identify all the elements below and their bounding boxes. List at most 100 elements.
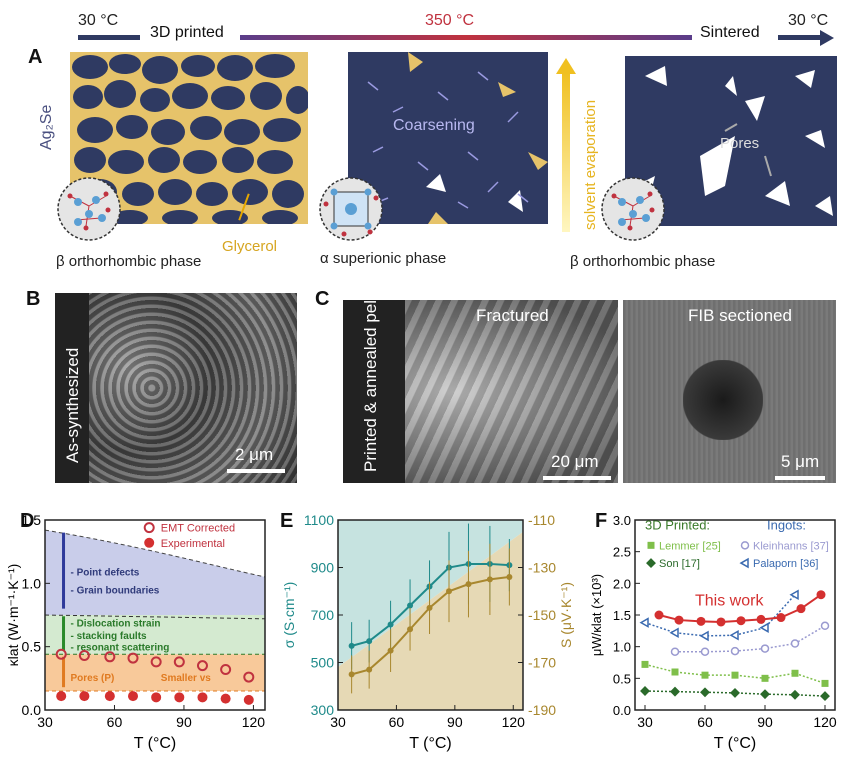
point-this-work: [716, 617, 726, 627]
as-synthesized-label: As-synthesized: [63, 347, 82, 463]
point-experimental: [56, 691, 67, 702]
point-lemmer: [647, 541, 655, 549]
cold-bar-left: [78, 35, 140, 40]
sem-fractured: Printed & annealed pellet Fractured 20 μ…: [343, 300, 618, 483]
panel-label-f: F: [595, 510, 608, 532]
alpha-crystal-icon: [319, 177, 383, 241]
point-sigma: [407, 602, 414, 609]
scale-label-c2: 5 μm: [781, 452, 820, 471]
y-tick-label-f: 2.0: [613, 576, 631, 591]
point-emt-corrected: [196, 660, 208, 672]
y-tick-label-d: 0.0: [22, 702, 42, 718]
point-kleinhanns: [700, 647, 710, 656]
point-kleinhanns: [760, 644, 770, 653]
sem-fib-sectioned: FIB sectioned 5 μm: [623, 300, 836, 483]
annotation-point-defects: - Point defects: [70, 568, 139, 579]
y-axis-label-f: μW/κlat (×10³): [589, 574, 604, 656]
solvent-evaporation-label: solvent evaporation: [582, 99, 599, 230]
scale-bar-c2: [775, 476, 825, 480]
y-tick-label-f: 3.0: [613, 513, 631, 528]
point-son: [790, 689, 800, 700]
point-seebeck: [446, 588, 452, 595]
point-emt-corrected: [220, 663, 232, 675]
hot-gradient-bar: [240, 35, 692, 40]
legend-marker-experimental: [144, 537, 155, 548]
point-experimental: [128, 691, 138, 702]
point-seebeck: [407, 626, 414, 633]
y-tick-label-f: 2.5: [613, 545, 631, 560]
point-kleinhanns: [820, 621, 830, 631]
x-tick-label-f: 30: [637, 714, 653, 730]
stage-3d-printed-label: 3D printed: [150, 24, 224, 41]
fib-pore: [683, 360, 763, 440]
legend-title-ingots: Ingots:: [767, 518, 806, 533]
annotation-grain-boundaries: - Grain boundaries: [70, 585, 159, 596]
seebeck-region: [338, 531, 523, 710]
point-experimental: [151, 692, 162, 703]
y2-tick-label-e: -130: [528, 560, 556, 576]
scale-bar-c1: [543, 476, 611, 480]
legend-label-son: Son [17]: [659, 558, 700, 570]
y2-tick-label-e: -190: [528, 702, 556, 718]
stage-sintered-label: Sintered: [700, 24, 760, 41]
point-lemmer: [761, 674, 769, 682]
particle-texture: [55, 293, 297, 483]
panel-label-d: D: [20, 510, 35, 532]
y2-tick-label-e: -110: [528, 512, 555, 528]
point-lemmer: [701, 671, 709, 679]
point-palaporn: [729, 629, 739, 641]
y-tick-label-d: 0.5: [22, 639, 42, 655]
point-lemmer: [671, 668, 679, 676]
legend-label-lemmer: Lemmer [25]: [659, 540, 721, 552]
y-tick-label-e: 300: [311, 702, 335, 718]
chart-f-weighted-mobility-ratio: 30 60 90 120 0.0 0.5 1.0 1.5 2.0 2.5 3.0 T (°C) μW/κ…: [589, 513, 837, 752]
point-experimental: [197, 692, 208, 703]
x-tick-label-d: 30: [37, 714, 53, 730]
point-sigma: [366, 638, 373, 645]
legend-label-kleinhanns: Kleinhanns [37]: [753, 540, 829, 552]
annotation-dislocation: - Dislocation strain: [70, 618, 160, 629]
point-this-work: [796, 604, 806, 614]
beta-crystal-icon-1: [57, 177, 121, 241]
point-seebeck: [348, 671, 355, 678]
chart-d-kappa-lattice: - Point defects - Grain boundaries - Dislo…: [5, 512, 266, 752]
printed-annealed-label: Printed & annealed pellet: [361, 300, 380, 472]
legend-label-experimental: Experimental: [161, 538, 225, 550]
pores-label: Pores: [720, 135, 760, 152]
point-son: [640, 686, 650, 696]
band-dislocation: [45, 615, 265, 655]
y-tick-label-d: 1.0: [22, 575, 42, 591]
annotation-stacking: - stacking faults: [70, 631, 147, 642]
point-seebeck: [465, 581, 472, 588]
point-kleinhanns: [740, 541, 750, 550]
point-lemmer: [791, 669, 799, 677]
point-lemmer: [641, 660, 649, 668]
point-son: [730, 687, 740, 698]
annotation-smaller-vs: Smaller vs: [161, 673, 211, 684]
point-this-work: [756, 614, 766, 624]
chart-e-conductivity-seebeck: 30 60 90 120 300 500 700 900 1100 -190 -170 -150 -13…: [281, 512, 574, 752]
y2-axis-label-e: S (μV·K⁻¹): [558, 582, 574, 648]
y-tick-label-f: 0.5: [613, 671, 631, 686]
point-son: [670, 686, 680, 697]
point-seebeck: [387, 647, 394, 654]
point-seebeck: [366, 666, 373, 673]
point-seebeck: [506, 574, 513, 580]
point-emt-corrected: [127, 652, 139, 664]
point-seebeck: [486, 576, 493, 583]
point-experimental: [220, 693, 231, 704]
point-palaporn: [759, 622, 769, 633]
temp-start-label: 30 °C: [78, 12, 119, 29]
panel-label-e: E: [280, 510, 294, 532]
point-palaporn: [639, 617, 649, 628]
point-son: [700, 687, 710, 698]
x-axis-label-f: T (°C): [714, 735, 757, 752]
x-tick-label-d: 90: [176, 714, 192, 730]
evaporation-arrow-shaft: [562, 72, 570, 232]
y-axis-label-e: σ (S·cm⁻¹): [281, 582, 297, 649]
glycerol-label: Glycerol: [222, 238, 278, 255]
series-line-palaporn: [644, 594, 796, 637]
phase-label-3: β orthorhombic phase: [570, 253, 716, 270]
point-experimental: [104, 691, 115, 702]
material-label: Ag₂Se: [38, 104, 55, 150]
